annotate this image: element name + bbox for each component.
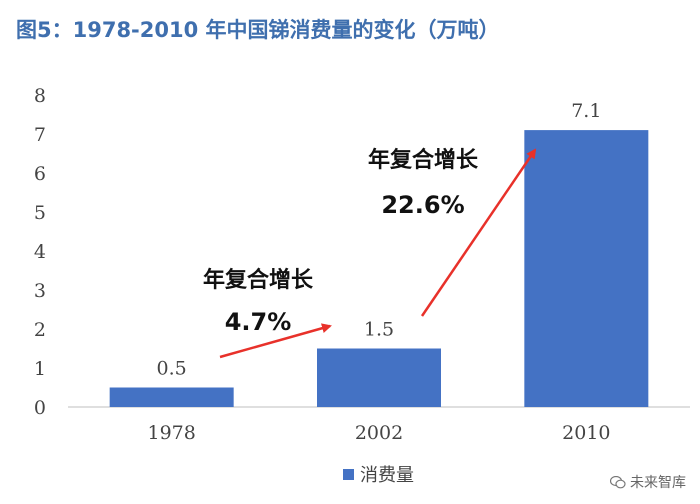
legend-label: 消费量 — [360, 465, 414, 486]
growth-rate: 22.6% — [381, 191, 464, 219]
watermark: 未来智库 — [609, 472, 686, 492]
growth-arrow — [219, 323, 332, 359]
x-axis-labels: 1978 2002 2010 — [147, 422, 610, 444]
y-tick-label: 2 — [34, 319, 46, 341]
growth-label: 年复合增长 — [368, 147, 479, 173]
data-label-1978: 0.5 — [157, 358, 187, 380]
growth-label: 年复合增长 — [203, 267, 314, 293]
bar-2010 — [524, 130, 649, 407]
y-tick-label: 8 — [34, 85, 46, 107]
bars — [109, 130, 649, 407]
legend-swatch — [343, 469, 354, 480]
y-tick-label: 1 — [34, 358, 46, 380]
growth-arrow — [420, 148, 537, 317]
y-tick-label: 3 — [34, 280, 46, 302]
chart-title: 图5：1978-2010 年中国锑消费量的变化（万吨） — [16, 18, 500, 42]
x-tick-label-2010: 2010 — [562, 422, 610, 444]
y-tick-label: 5 — [34, 202, 46, 224]
watermark-text: 未来智库 — [630, 475, 686, 491]
data-label-2010: 7.1 — [571, 100, 601, 122]
growth-rate: 4.7% — [225, 308, 292, 336]
legend: 消费量 — [343, 465, 414, 486]
wechat-icon — [609, 475, 626, 489]
bar-1978 — [109, 387, 234, 407]
y-tick-label: 7 — [34, 124, 46, 146]
data-labels: 0.5 1.5 7.1 — [157, 100, 602, 379]
bar-2002 — [317, 348, 441, 407]
y-tick-label: 4 — [34, 241, 46, 263]
y-axis: 0 1 2 3 4 5 6 7 8 — [34, 85, 46, 419]
y-tick-label: 0 — [34, 397, 46, 419]
x-tick-label-1978: 1978 — [147, 422, 195, 444]
data-label-2002: 1.5 — [364, 319, 394, 341]
x-tick-label-2002: 2002 — [355, 422, 403, 444]
y-tick-label: 6 — [34, 163, 46, 185]
growth-annotations: 年复合增长 4.7% 年复合增长 22.6% — [203, 147, 537, 359]
